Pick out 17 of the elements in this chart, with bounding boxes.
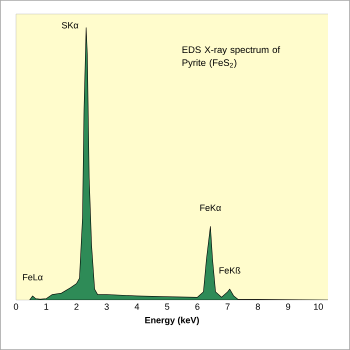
x-tick-label: 2 xyxy=(74,304,79,310)
x-axis-title: Energy (keV) xyxy=(145,316,199,326)
x-tick-label: 6 xyxy=(195,304,200,310)
text: EDS X-ray spectrum of Pyrite (FeS$_{2}$) xyxy=(182,46,280,68)
x-tick-label: 3 xyxy=(104,304,109,310)
x-tick-label: 9 xyxy=(286,304,290,310)
x-tick-label: 0 xyxy=(14,304,18,310)
x-tick-label: 10 xyxy=(314,304,323,310)
annotation: FeLα xyxy=(23,274,43,280)
annotation: FeKα xyxy=(200,204,221,211)
x-tick-label: 5 xyxy=(165,304,170,310)
x-tick-label: 8 xyxy=(256,304,260,310)
annotation: FeKß xyxy=(220,266,240,274)
x-tick-label: 4 xyxy=(134,304,140,310)
x-tick-label: 1 xyxy=(44,304,48,310)
annotation: SKα xyxy=(62,22,78,28)
x-tick-label: 7 xyxy=(226,304,230,310)
